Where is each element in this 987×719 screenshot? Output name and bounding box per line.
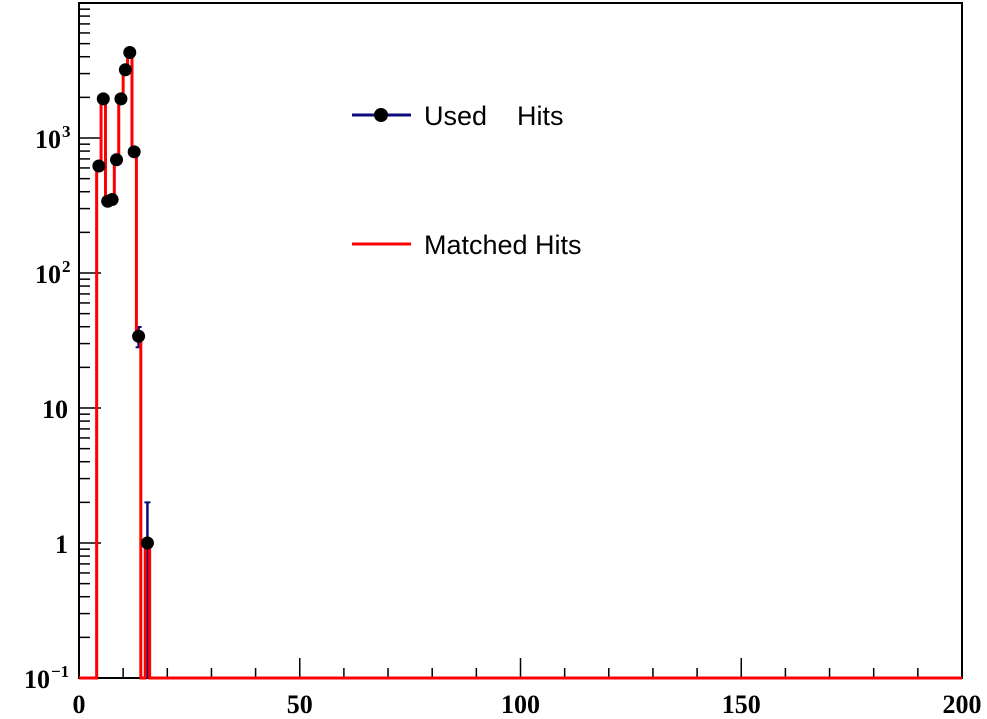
x-tick-label: 200 [943, 690, 982, 719]
x-tick-label: 50 [287, 690, 313, 719]
series-points [92, 45, 154, 550]
legend: Used Hits Matched Hits [352, 101, 582, 260]
x-tick-label: 100 [501, 690, 540, 719]
x-tick-label: 150 [722, 690, 761, 719]
matched-hits-line [79, 50, 962, 680]
legend-label-used-hits: Used Hits [424, 101, 564, 131]
x-tick-label: 0 [73, 690, 86, 719]
series-lines [79, 50, 962, 680]
used-hits-point [127, 145, 141, 159]
y-tick-label: 10 [35, 260, 61, 289]
used-hits-point [110, 153, 124, 167]
used-hits-point [140, 536, 154, 550]
used-hits-point [96, 92, 110, 106]
y-tick-label-exponent: 2 [62, 257, 71, 276]
y-tick-label: 10 [35, 125, 61, 154]
used-hits-point [123, 45, 137, 59]
legend-label-matched-hits: Matched Hits [424, 230, 582, 260]
used-hits-point [132, 329, 146, 343]
used-hits-point [105, 193, 119, 207]
y-tick-label-exponent: −1 [51, 662, 69, 681]
legend-marker-used-hits [374, 108, 388, 122]
y-tick-label: 1 [55, 530, 68, 559]
used-hits-point [118, 63, 132, 77]
y-tick-label: 10 [42, 395, 68, 424]
used-hits-point [114, 92, 128, 106]
y-tick-label: 10 [24, 665, 50, 694]
used-hits-point [92, 159, 106, 173]
y-tick-label-exponent: 3 [62, 122, 71, 141]
